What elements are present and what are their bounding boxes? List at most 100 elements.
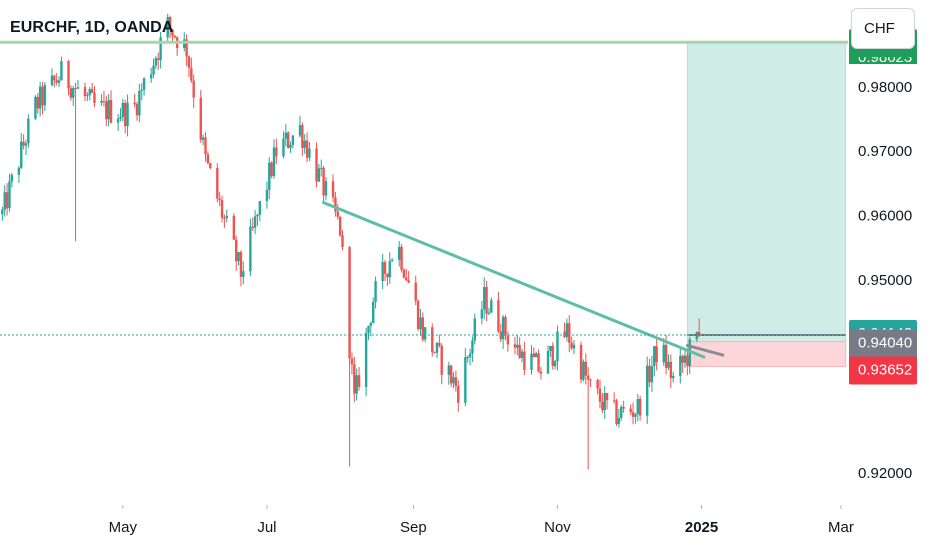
candle-body [209,163,212,169]
candle-body [133,102,136,105]
price-axis[interactable]: 0.920000.950000.960000.970000.980000.986… [849,29,917,482]
candle-body [683,355,687,363]
currency-button[interactable]: CHF [851,8,915,49]
y-tick-label: 0.92000 [858,465,912,482]
candle-body [501,317,505,340]
candle-body [471,340,474,354]
candle-body [402,269,406,278]
candle-body [190,67,193,81]
candle-body [100,100,103,103]
candle-body [43,85,47,106]
candle-body [268,162,271,190]
candle-body [166,17,169,38]
candle-body [237,252,240,262]
candle-body [107,99,110,120]
candle-body [270,162,273,177]
candle-body [119,117,122,119]
candle-body [185,39,188,57]
candle-body [440,345,443,375]
candle-body [289,145,292,148]
candle-body [324,181,328,196]
candle-body [681,356,684,363]
candle-body [192,80,195,98]
candle-body [142,78,146,90]
entry-price-label-bg [849,329,917,358]
candle-body [518,344,521,358]
y-tick-label: 0.98000 [858,79,912,96]
candle-body [650,366,654,383]
candle-body [667,361,670,368]
candle-body [419,317,422,330]
candle-body [60,61,63,81]
candle-body [490,300,493,313]
candle-body [8,181,11,209]
candle-body [123,102,127,127]
candle-body [388,261,391,278]
candle-body [421,317,425,340]
candle-body [353,364,356,394]
candle-body [553,361,557,367]
stop-zone [686,341,847,368]
position-projection [685,343,725,357]
candle-body [83,87,87,97]
candle-body [664,344,668,368]
candle-body [468,353,472,358]
candle-body [20,141,23,168]
candle-body [121,102,125,118]
x-tick-label: May [109,519,138,536]
candle-body [551,346,554,367]
candle-body [105,101,108,120]
x-tick-label: Sep [400,519,427,536]
candle-body [336,211,339,217]
drawings [0,40,848,359]
candle-body [697,331,701,335]
candle-body [232,215,236,240]
candle-body [372,301,375,324]
candle-body [34,96,37,119]
candle-body [407,280,410,283]
candle-body [655,346,658,363]
candle-body [3,192,6,210]
candle-body [570,342,573,349]
candle-body [10,174,14,182]
candle-body [140,89,143,91]
candle-body [38,86,42,109]
candle-body [369,323,373,326]
candle-body [532,353,536,358]
candle-body [291,135,295,146]
candle-body [634,414,637,417]
candle-body [88,89,91,96]
candle-body [187,56,191,68]
candle-body [90,89,94,93]
time-axis[interactable]: May Jul Sep Nov 2025 Mar [109,505,854,536]
symbol-title: EURCHF, 1D, OANDA [10,19,174,36]
candle-body [305,140,309,158]
candle-body [584,361,588,376]
candle-body [435,342,439,353]
candle-body [258,201,262,215]
candle-body [535,353,538,358]
candle-body [414,282,417,301]
candle-body [154,58,158,66]
candle-body [364,332,368,387]
candle-body [152,65,155,75]
candle-body [116,118,120,123]
candle-body [416,300,420,330]
candle-body [301,125,304,148]
y-tick-label: 0.95000 [858,272,912,289]
candle-body [220,200,224,218]
candle-body [485,287,488,314]
candle-body [516,344,519,348]
candle-body [386,273,389,278]
candle-body [36,96,39,109]
candle-body [513,344,517,348]
candle-body [57,80,61,83]
candle-body [433,352,436,354]
candle-body [315,148,318,182]
x-tick-label: Jul [257,519,276,536]
candle-body [357,375,361,387]
candle-body [662,344,665,363]
candle-body [334,197,337,212]
candlesticks [1,13,701,470]
